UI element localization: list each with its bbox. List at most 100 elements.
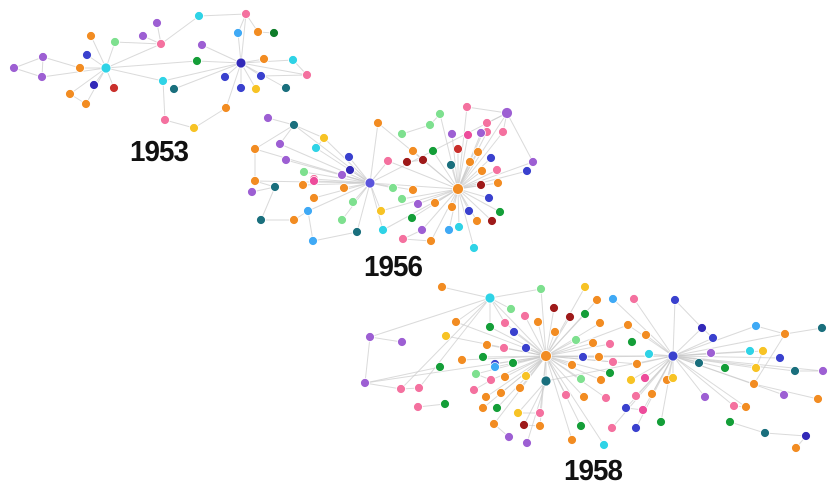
graph-edge	[633, 298, 674, 357]
graph-node-orange	[451, 317, 461, 327]
graph-edge	[457, 131, 504, 190]
graph-edge	[672, 333, 786, 357]
graph-node-orange	[309, 193, 319, 203]
graph-node-rose	[605, 339, 615, 349]
graph-node-orange	[289, 215, 299, 225]
graph-node-blue	[522, 166, 532, 176]
graph-edge	[364, 382, 402, 390]
graph-node-blue	[631, 423, 641, 433]
graph-node-cyan	[484, 292, 496, 304]
graph-node-lightgreen	[536, 284, 546, 294]
graph-edge	[672, 337, 714, 357]
graph-node-orange	[500, 372, 510, 382]
graph-edge	[240, 13, 247, 64]
graph-node-green	[485, 322, 495, 332]
graph-edge	[225, 62, 242, 109]
graph-edge	[612, 298, 674, 357]
graph-node-orange	[465, 157, 475, 167]
graph-edge	[307, 210, 314, 242]
graph-node-cyan	[378, 225, 388, 235]
graph-node-skyblue	[490, 362, 500, 372]
graph-node-blue	[464, 206, 474, 216]
graph-edge	[545, 355, 607, 399]
graph-node-orange	[473, 147, 483, 157]
graph-edge	[105, 67, 164, 82]
graph-node-green	[720, 363, 730, 373]
graph-node-purple	[447, 129, 457, 139]
graph-node-cyan	[454, 222, 464, 232]
graph-node-darkred	[476, 180, 486, 190]
graph-node-orange	[594, 352, 604, 362]
graph-edge	[672, 299, 676, 357]
network-cluster-1953: 1953	[9, 9, 312, 168]
graph-edge	[201, 44, 242, 64]
graph-edge	[114, 41, 162, 45]
graph-node-rose	[241, 9, 251, 19]
graph-node-orange	[481, 392, 491, 402]
graph-node-yellow	[580, 282, 590, 292]
graph-node-orange	[408, 185, 418, 195]
graph-node-skyblue	[608, 294, 618, 304]
graph-node-indigo	[801, 431, 811, 441]
graph-edge	[260, 186, 276, 221]
graph-edge	[42, 56, 81, 69]
graph-node-purple	[337, 170, 347, 180]
graph-node-rose	[535, 408, 545, 418]
graph-node-purple	[504, 432, 514, 442]
graph-node-orange	[408, 146, 418, 156]
graph-node-purple	[281, 155, 291, 165]
graph-node-cyan	[311, 143, 321, 153]
graph-node-skyblue	[444, 225, 454, 235]
graph-edge	[401, 188, 459, 200]
graph-node-purple	[528, 157, 538, 167]
graph-node-orange	[477, 166, 487, 176]
graph-node-rose	[601, 393, 611, 403]
graph-node-green	[656, 417, 666, 427]
graph-node-darkred	[418, 155, 428, 165]
graph-node-yellow	[319, 133, 329, 143]
graph-node-indigo	[235, 57, 247, 69]
graph-node-lightgreen	[397, 194, 407, 204]
year-label: 1958	[564, 455, 623, 487]
graph-node-teal	[540, 375, 552, 387]
graph-edge	[369, 182, 384, 231]
graph-node-blue	[521, 343, 531, 353]
graph-node-cyan	[158, 76, 168, 86]
graph-node-orange	[588, 338, 598, 348]
graph-edge	[254, 148, 371, 184]
graph-edge	[645, 334, 674, 357]
graph-node-magenta	[640, 373, 650, 383]
graph-edge	[517, 380, 547, 414]
graph-node-orange	[81, 99, 91, 109]
graph-node-indigo	[345, 165, 355, 175]
graph-edge	[674, 299, 703, 329]
graph-node-orange	[373, 118, 383, 128]
graph-node-rose	[160, 115, 170, 125]
graph-edge	[160, 15, 200, 45]
graph-edge	[303, 171, 371, 184]
graph-node-darkred	[487, 216, 497, 226]
graph-node-purple	[501, 107, 513, 119]
graph-node-orange	[250, 144, 260, 154]
graph-node-green	[627, 337, 637, 347]
graph-node-orange	[457, 355, 467, 365]
graph-node-lightgreen	[506, 304, 516, 314]
graph-node-rose	[414, 383, 424, 393]
graph-edge	[494, 355, 547, 368]
graph-node-blurple	[364, 177, 376, 189]
graph-edge	[466, 106, 508, 114]
graph-node-orange	[426, 236, 436, 246]
graph-node-indigo	[89, 80, 99, 90]
graph-node-green	[605, 368, 615, 378]
graph-node-orange	[567, 435, 577, 445]
graph-node-orange	[567, 360, 577, 370]
graph-node-yellow	[668, 373, 678, 383]
graph-node-yellow	[521, 371, 531, 381]
graph-node-purple	[197, 40, 207, 50]
graph-edge	[260, 74, 308, 77]
graph-node-orange	[741, 402, 751, 412]
graph-node-yellow	[513, 408, 523, 418]
graph-edge	[672, 352, 712, 357]
graph-edge	[387, 160, 459, 190]
